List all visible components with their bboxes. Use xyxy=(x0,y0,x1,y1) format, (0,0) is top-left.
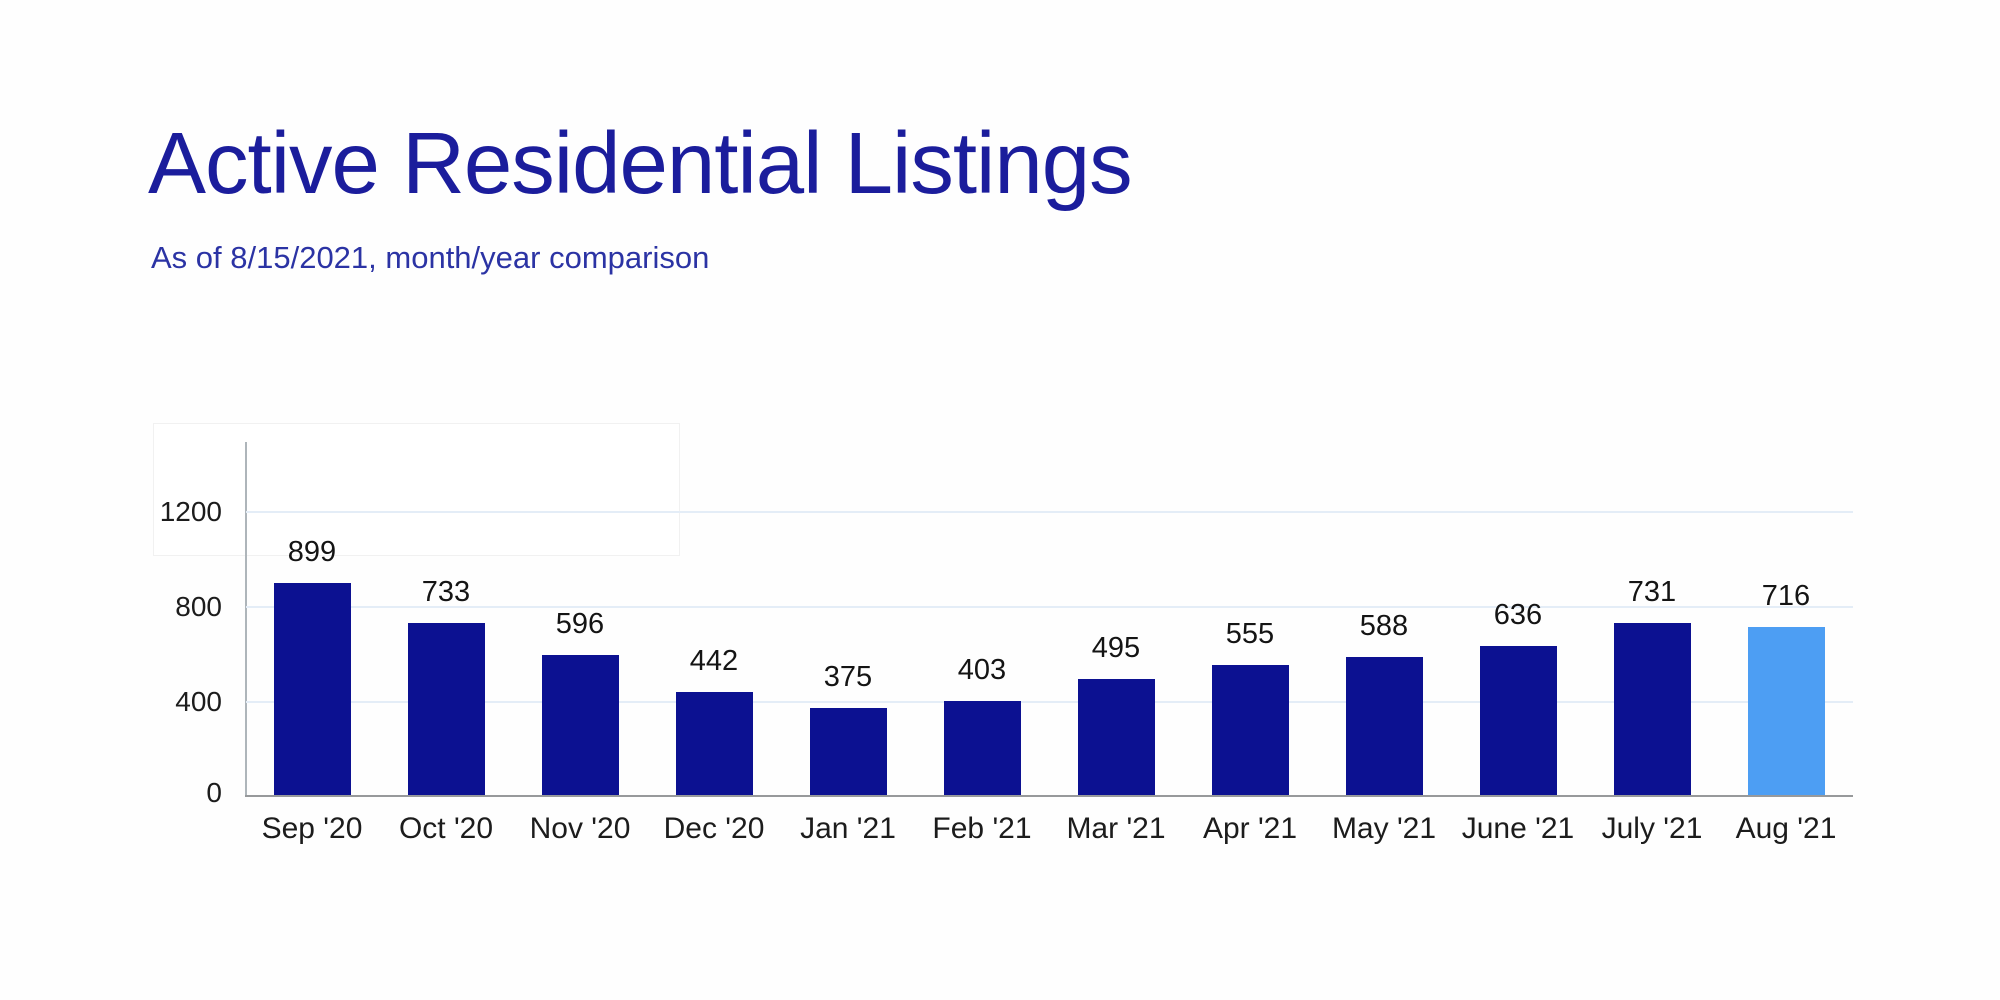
y-tick-label-0: 0 xyxy=(206,777,222,808)
bar-value-label: 596 xyxy=(555,608,605,641)
x-axis-label: June '21 xyxy=(1461,812,1575,845)
x-axis-label: Feb '21 xyxy=(932,812,1032,845)
bar-value-label: 636 xyxy=(1493,598,1543,631)
x-axis-label: Apr '21 xyxy=(1202,812,1298,845)
bar xyxy=(541,655,619,797)
gridline-800 xyxy=(246,606,1853,608)
bar xyxy=(809,707,887,797)
bar-value-label: 555 xyxy=(1225,618,1275,651)
y-tick-label-1200: 1200 xyxy=(159,496,222,527)
bar-value-label: 731 xyxy=(1627,576,1677,609)
bar xyxy=(1211,665,1289,797)
bar-value-label: 442 xyxy=(689,645,739,678)
bar-value-label: 733 xyxy=(421,575,471,608)
y-axis-line xyxy=(245,442,247,797)
x-axis-label: Dec '20 xyxy=(663,812,765,845)
x-axis-baseline xyxy=(245,795,1853,797)
y-tick-label-400: 400 xyxy=(175,686,222,717)
x-axis-label: Mar '21 xyxy=(1066,812,1166,845)
page-subtitle: As of 8/15/2021, month/year comparison xyxy=(151,240,710,275)
bar-value-label: 716 xyxy=(1761,579,1811,612)
bar-value-label: 403 xyxy=(957,654,1007,687)
bar-value-label: 588 xyxy=(1359,610,1409,643)
bar-highlighted xyxy=(1747,626,1825,797)
bar xyxy=(407,622,485,797)
y-tick-label-800: 800 xyxy=(175,591,222,622)
x-axis-label: May '21 xyxy=(1331,812,1437,845)
x-axis-label: July '21 xyxy=(1601,812,1703,845)
x-axis-label: Sep '20 xyxy=(261,812,363,845)
gridline-1200 xyxy=(246,511,1853,513)
bar xyxy=(1077,679,1155,797)
x-axis-label: Oct '20 xyxy=(398,812,494,845)
bar xyxy=(273,583,351,797)
bar-value-label: 375 xyxy=(823,660,873,693)
bar xyxy=(1345,657,1423,797)
bar xyxy=(1613,623,1691,797)
x-axis-label: Jan '21 xyxy=(800,812,896,845)
gridline-400 xyxy=(246,701,1853,703)
x-axis-label: Aug '21 xyxy=(1735,812,1837,845)
bar-value-label: 899 xyxy=(287,536,337,569)
bar xyxy=(675,692,753,797)
background-patch xyxy=(153,423,680,556)
page-title: Active Residential Listings xyxy=(148,115,1133,212)
bar xyxy=(943,701,1021,797)
bar-value-label: 495 xyxy=(1091,632,1141,665)
bar xyxy=(1479,645,1557,797)
x-axis-label: Nov '20 xyxy=(529,812,631,845)
